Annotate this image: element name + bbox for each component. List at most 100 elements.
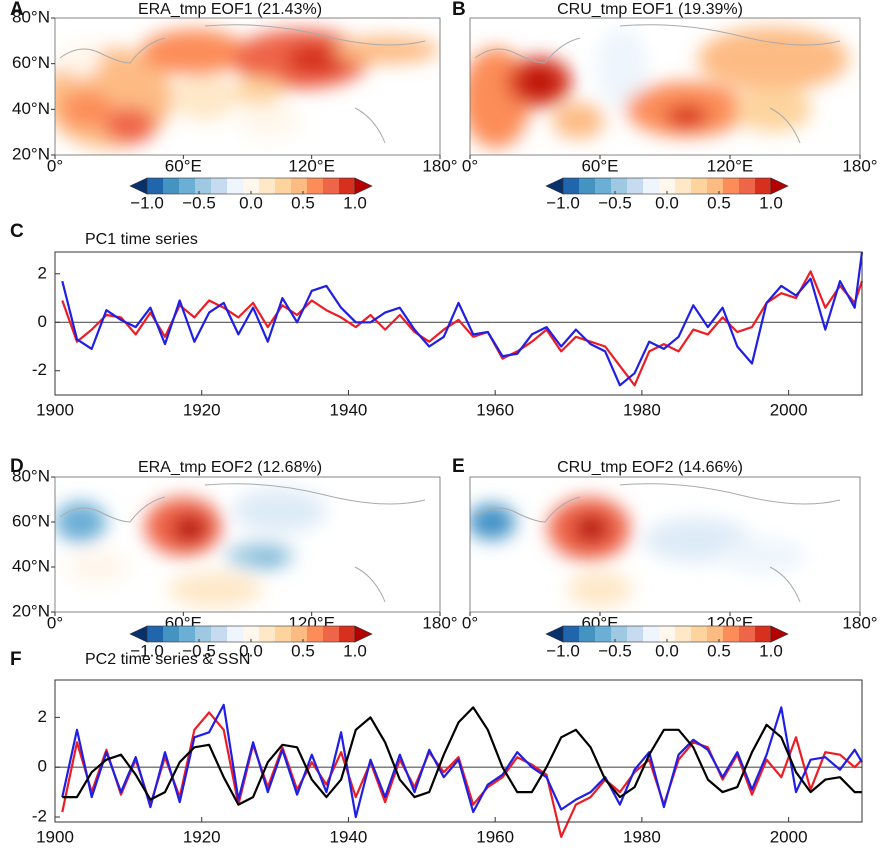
x-tick-label: 60°E — [165, 156, 202, 175]
colorbar-cell — [691, 178, 708, 194]
y-tick-label: 60°N — [12, 53, 50, 72]
x-tick-label: 120°E — [288, 156, 335, 175]
colorbar-label: −1.0 — [130, 193, 164, 212]
shade-blob — [333, 36, 440, 64]
colorbar-cell — [243, 178, 260, 194]
series-line — [61, 270, 864, 387]
colorbar-cell — [563, 626, 580, 642]
x-tick-label: 2000 — [770, 827, 808, 846]
colorbar-cell — [627, 626, 644, 642]
colorbar-cell — [179, 178, 196, 194]
panel-label: C — [10, 221, 24, 242]
panel-title: ERA_tmp EOF1 (21.43%) — [138, 1, 322, 18]
x-tick-label: 1940 — [330, 827, 368, 846]
shade-blob — [61, 91, 113, 128]
x-tick-label: 1920 — [183, 827, 221, 846]
colorbar-cell — [755, 178, 772, 194]
colorbar-cell — [291, 626, 308, 642]
map-shading — [55, 18, 440, 155]
shade-blob — [719, 537, 806, 574]
colorbar-cell — [259, 178, 276, 194]
map-frame — [54, 17, 441, 156]
colorbar-cell — [611, 178, 628, 194]
y-tick-label: 0 — [38, 757, 47, 776]
colorbar-cell — [611, 626, 628, 642]
colorbar-cell — [579, 626, 596, 642]
shade-blob — [595, 27, 648, 110]
colorbar-label: 1.0 — [759, 193, 783, 212]
colorbar-cell — [147, 626, 164, 642]
colorbar-label: −0.5 — [182, 193, 216, 212]
x-tick-label: 180° — [842, 613, 877, 632]
colorbar-label: 0.0 — [239, 641, 263, 660]
panel-label: A — [10, 0, 24, 20]
x-tick-label: 1900 — [36, 400, 74, 419]
colorbar-cell — [707, 178, 724, 194]
shade-blob — [524, 70, 555, 94]
colorbar-cell — [579, 178, 596, 194]
x-tick-label: 1920 — [183, 400, 221, 419]
colorbar-cell — [643, 178, 660, 194]
y-tick-label: 2 — [38, 707, 47, 726]
shade-blob — [168, 571, 263, 608]
colorbar-label: −1.0 — [546, 193, 580, 212]
x-tick-label: 1980 — [623, 827, 661, 846]
y-tick-label: 0 — [38, 312, 47, 331]
colorbar-label: −0.5 — [598, 641, 632, 660]
colorbar-end — [545, 177, 564, 195]
colorbar-cell — [723, 626, 740, 642]
colorbar-cell — [739, 178, 756, 194]
colorbar-cell — [659, 626, 676, 642]
colorbar-cell — [307, 178, 324, 194]
colorbar-cell — [163, 178, 180, 194]
colorbar-end — [129, 625, 148, 643]
x-tick-label: 120°E — [707, 156, 754, 175]
colorbar-label: 0.0 — [655, 193, 679, 212]
colorbar-end — [545, 625, 564, 643]
series-line — [61, 251, 864, 387]
colorbar-cell — [195, 626, 212, 642]
colorbar-cell — [291, 178, 308, 194]
plot-frame — [54, 679, 863, 823]
shade-blob — [65, 549, 130, 585]
colorbar-cell — [675, 178, 692, 194]
colorbar-label: −1.0 — [546, 641, 580, 660]
x-tick-label: 1980 — [623, 400, 661, 419]
x-tick-label: 0° — [47, 156, 63, 175]
colorbar-cell — [675, 626, 692, 642]
colorbar-cell — [323, 626, 340, 642]
panel-title: CRU_tmp EOF1 (19.39%) — [557, 1, 743, 18]
x-tick-label: 180° — [422, 613, 457, 632]
map-frame — [469, 17, 861, 156]
colorbar-cell — [691, 626, 708, 642]
colorbar-end — [354, 625, 373, 643]
colorbar-cell — [739, 626, 756, 642]
shade-blob — [232, 488, 327, 534]
colorbar-cell — [339, 626, 356, 642]
colorbar-cell — [195, 178, 212, 194]
y-tick-label: 60°N — [12, 511, 50, 530]
x-tick-label: 1940 — [330, 400, 368, 419]
colorbar-label: −0.5 — [182, 641, 216, 660]
y-tick-label: 2 — [38, 263, 47, 282]
shading — [470, 497, 806, 608]
colorbar-cell — [723, 178, 740, 194]
colorbar-end — [770, 625, 789, 643]
colorbar-cell — [259, 626, 276, 642]
panel-label: F — [10, 649, 22, 670]
colorbar-cell — [339, 178, 356, 194]
x-tick-label: 2000 — [770, 400, 808, 419]
x-tick-label: 0° — [462, 613, 478, 632]
colorbar-label: 0.0 — [655, 641, 679, 660]
colorbar-label: 0.5 — [707, 193, 731, 212]
colorbar-cell — [595, 626, 612, 642]
x-tick-label: 180° — [422, 156, 457, 175]
shade-blob — [567, 571, 633, 608]
y-tick-label: 80°N — [12, 7, 50, 26]
map-frame — [54, 476, 441, 613]
x-tick-label: 0° — [462, 156, 478, 175]
panel-label: E — [452, 456, 465, 477]
colorbar-cell — [275, 626, 292, 642]
series-line — [61, 711, 863, 838]
